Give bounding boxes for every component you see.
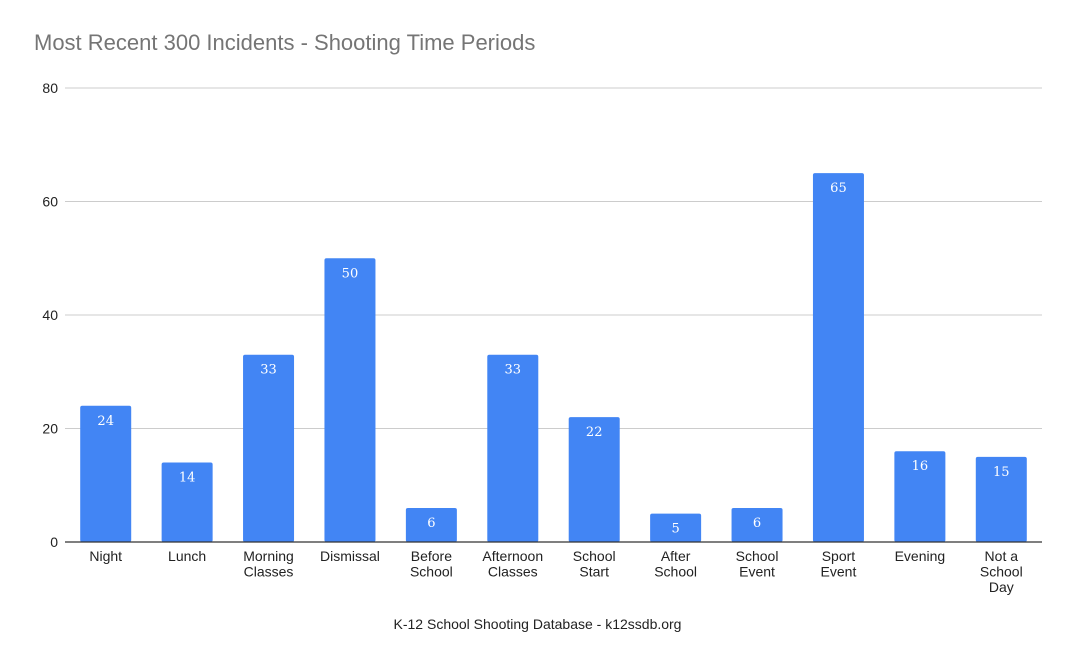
x-category-label-8-line-0: School bbox=[736, 548, 779, 564]
bar-value-label-3: 50 bbox=[342, 266, 359, 281]
y-tick-label-20: 20 bbox=[42, 421, 58, 437]
x-category-label-7-line-0: After bbox=[661, 548, 691, 564]
bar-value-label-7: 5 bbox=[671, 522, 679, 537]
bar-value-label-1: 14 bbox=[179, 471, 196, 486]
bar-4 bbox=[405, 507, 457, 542]
x-category-label-6-line-1: Start bbox=[579, 564, 609, 580]
bar-value-label-2: 33 bbox=[260, 363, 277, 378]
bar-6 bbox=[568, 417, 620, 542]
bar-1 bbox=[161, 462, 213, 542]
x-category-label-2-line-1: Classes bbox=[244, 564, 294, 580]
y-axis-tick-labels: 0 20 40 60 80 bbox=[42, 80, 58, 550]
bar-value-label-4: 6 bbox=[427, 516, 435, 531]
x-category-label-7-line-1: School bbox=[654, 564, 697, 580]
chart-title: Most Recent 300 Incidents - Shooting Tim… bbox=[34, 30, 536, 55]
x-category-label-2-line-0: Morning bbox=[243, 548, 294, 564]
x-category-label-0: Night bbox=[89, 548, 122, 564]
x-category-label-11-line-0: Not a bbox=[985, 548, 1019, 564]
bar-value-label-5: 33 bbox=[505, 363, 522, 378]
bar-value-label-10: 16 bbox=[912, 459, 929, 474]
bar-value-label-8: 6 bbox=[753, 516, 761, 531]
x-category-label-10: Evening bbox=[895, 548, 946, 564]
y-tick-label-40: 40 bbox=[42, 307, 58, 323]
bar-10 bbox=[894, 451, 946, 542]
bar-11 bbox=[975, 456, 1027, 542]
bar-0 bbox=[80, 405, 132, 542]
x-category-label-4-line-1: School bbox=[410, 564, 453, 580]
bar-2 bbox=[243, 354, 295, 542]
bar-7 bbox=[650, 513, 702, 542]
bars: 24 14 33 50 6 33 22 5 6 65 16 15 bbox=[80, 173, 1027, 542]
bar-3 bbox=[324, 258, 376, 542]
bar-9 bbox=[812, 173, 864, 542]
y-tick-label-80: 80 bbox=[42, 80, 58, 96]
x-category-label-11-line-2: Day bbox=[989, 579, 1014, 595]
x-category-label-1: Lunch bbox=[168, 548, 206, 564]
x-category-label-9-line-0: Sport bbox=[822, 548, 856, 564]
bar-8 bbox=[731, 507, 783, 542]
x-category-label-9-line-1: Event bbox=[821, 564, 857, 580]
bar-value-label-6: 22 bbox=[586, 425, 603, 440]
y-tick-label-60: 60 bbox=[42, 194, 58, 210]
x-category-label-11-line-1: School bbox=[980, 564, 1023, 580]
bar-value-label-0: 24 bbox=[97, 414, 114, 429]
x-category-label-5-line-1: Classes bbox=[488, 564, 538, 580]
x-category-label-3: Dismissal bbox=[320, 548, 380, 564]
x-category-label-4-line-0: Before bbox=[411, 548, 452, 564]
x-category-label-6-line-0: School bbox=[573, 548, 616, 564]
bar-value-label-11: 15 bbox=[993, 465, 1010, 480]
x-category-label-5-line-0: Afternoon bbox=[482, 548, 543, 564]
gridlines bbox=[65, 87, 1042, 429]
x-category-label-8-line-1: Event bbox=[739, 564, 775, 580]
x-axis-title: K-12 School Shooting Database - k12ssdb.… bbox=[393, 616, 682, 632]
bar-value-label-9: 65 bbox=[830, 181, 847, 196]
bar-5 bbox=[487, 354, 539, 542]
y-tick-label-0: 0 bbox=[50, 534, 58, 550]
